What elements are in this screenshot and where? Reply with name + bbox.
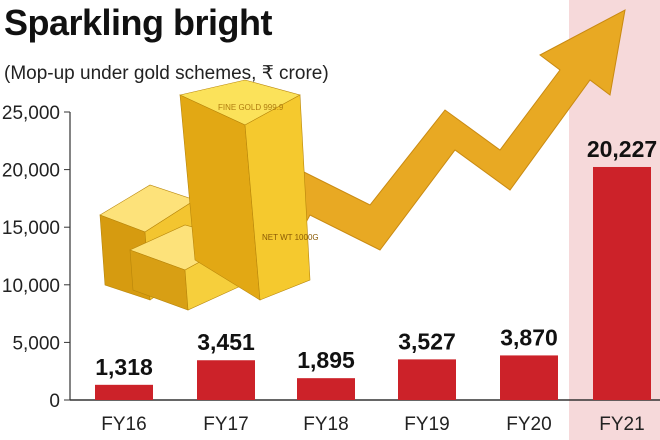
gold-bar-text: FINE GOLD 999.9: [218, 103, 284, 112]
bar-value-label: 3,870: [500, 324, 558, 350]
x-tick-label: FY19: [404, 414, 449, 435]
bar-fy18: [297, 378, 355, 400]
x-tick-label: FY20: [506, 414, 551, 435]
x-tick-label: FY17: [203, 414, 248, 435]
y-tick-label: 0: [49, 391, 60, 412]
bar-value-label: 3,451: [197, 329, 255, 355]
bar-fy21: [593, 166, 651, 400]
chart-subtitle: (Mop-up under gold schemes, ₹ crore): [4, 63, 329, 84]
bar-fy20: [500, 355, 558, 400]
x-tick-label: FY18: [303, 414, 348, 435]
bar-fy17: [197, 360, 255, 400]
y-tick-label: 5,000: [12, 333, 60, 354]
chart-title: Sparkling bright: [4, 2, 273, 43]
y-tick-label: 10,000: [2, 276, 60, 297]
y-tick-label: 15,000: [2, 218, 60, 239]
bar-value-label: 20,227: [587, 136, 657, 162]
y-tick-label: 25,000: [2, 103, 60, 124]
rising-arrow-icon: [249, 9, 626, 271]
bar-fy16: [95, 384, 153, 400]
gold-bar-weight-text: NET WT 1000G: [262, 233, 319, 242]
gold-bar-icon: [244, 94, 311, 301]
bar-value-label: 3,527: [398, 328, 456, 354]
x-tick-label: FY16: [101, 414, 146, 435]
y-tick-label: 20,000: [2, 161, 60, 182]
bar-fy19: [398, 359, 456, 400]
bar-value-label: 1,895: [297, 347, 355, 373]
x-tick-label: FY21: [599, 414, 644, 435]
bar-value-label: 1,318: [95, 354, 153, 380]
